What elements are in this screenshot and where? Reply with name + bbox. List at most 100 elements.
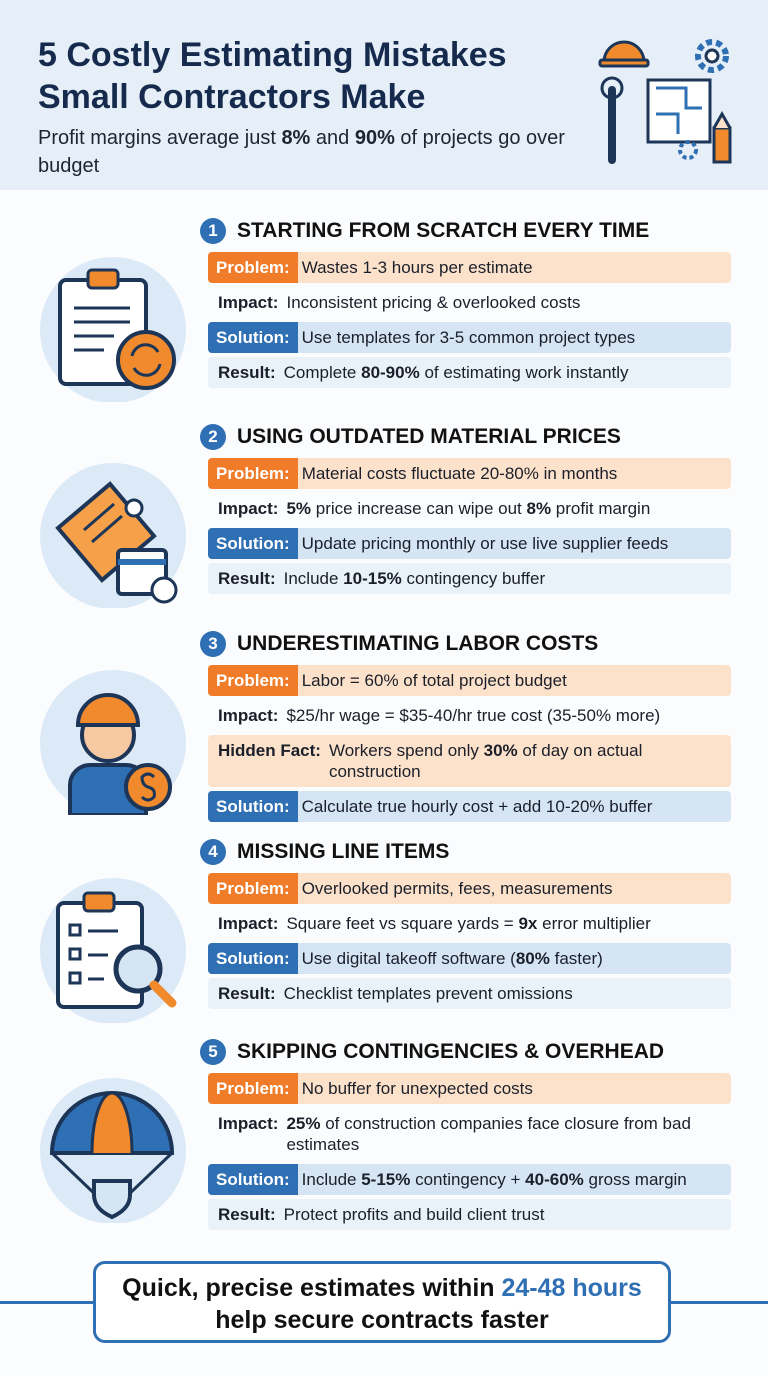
row-text: Complete 80-90% of estimating work insta… [284, 357, 635, 388]
row: Problem: Material costs fluctuate 20-80% … [208, 458, 731, 489]
row-text: Labor = 60% of total project budget [302, 665, 573, 696]
row-text: Include 10-15% contingency buffer [284, 563, 552, 594]
title-line: Small Contractors Make [38, 78, 426, 116]
row: Solution: Use digital takeoff software (8… [208, 943, 731, 974]
row-label: Impact: [218, 1114, 279, 1133]
text-run: Workers spend only [328, 741, 484, 760]
row-label: Result: [218, 569, 276, 588]
text-run: Checklist templates prevent omissions [283, 984, 573, 1003]
row-label: Solution: [208, 322, 298, 353]
row-text: Overlooked permits, fees, measurements [302, 873, 619, 904]
icon-checklist [56, 891, 177, 1009]
row: Result: Include 10-15% contingency buffer [208, 563, 731, 594]
row-label: Impact: [218, 706, 279, 725]
icon-parachute [49, 1091, 175, 1220]
row-text: Use digital takeoff software (80% faster… [302, 943, 609, 974]
footer: Quick, precise estimates within 24-48 ho… [93, 1261, 671, 1343]
text-run: Wastes 1-3 hours per estimate [301, 258, 533, 277]
text-run: Quick, precise estimates within [122, 1274, 502, 1302]
row-text: 5% price increase can wipe out 8% profit… [286, 493, 656, 524]
icon-worker [68, 693, 172, 815]
highlight-run: 24-48 hours [501, 1274, 642, 1302]
text-run: Include [301, 1170, 362, 1189]
rows: Problem: Labor = 60% of total project bud… [208, 665, 731, 822]
section-icon [40, 463, 186, 608]
row: Result: Checklist templates prevent omiss… [208, 978, 731, 1009]
text-run: Protect profits and build client trust [283, 1205, 545, 1224]
text-run: Overlooked permits, fees, measurements [301, 879, 613, 898]
section-heading: SKIPPING CONTINGENCIES & OVERHEAD [237, 1040, 665, 1063]
row-text: Wastes 1-3 hours per estimate [302, 252, 539, 283]
text-run: of construction companies face closure f… [286, 1114, 691, 1154]
section-icon [40, 257, 186, 402]
text-run: Use templates for 3-5 common project typ… [301, 328, 636, 347]
row-label: Result: [218, 363, 276, 382]
bold-run: 5% [286, 499, 312, 518]
step-number: 4 [200, 839, 226, 865]
footer-line-text: Quick, precise estimates within 24-48 ho… [96, 1272, 668, 1304]
header: 5 Costly Estimating Mistakes Small Contra… [0, 0, 768, 190]
text-run: gross margin [583, 1170, 687, 1189]
row: Impact: 5% price increase can wipe out 8%… [208, 493, 731, 524]
row-label: Problem: [208, 873, 298, 904]
row-text: Checklist templates prevent omissions [284, 978, 579, 1009]
row-text: $25/hr wage = $35-40/hr true cost (35-50… [286, 700, 666, 731]
icon-clipboard [58, 268, 176, 390]
rows: Problem: Material costs fluctuate 20-80% … [208, 458, 731, 594]
text-run: Complete [283, 363, 362, 382]
row: Solution: Calculate true hourly cost + ad… [208, 791, 731, 822]
text-run: of day on actual construction [328, 741, 643, 781]
row: Solution: Update pricing monthly or use l… [208, 528, 731, 559]
row-text: Inconsistent pricing & overlooked costs [286, 287, 586, 318]
rows: Problem: No buffer for unexpected costs Im… [208, 1073, 731, 1230]
row: Problem: Wastes 1-3 hours per estimate [208, 252, 731, 283]
text-run: Include [283, 569, 344, 588]
section-heading: MISSING LINE ITEMS [237, 840, 450, 863]
section-heading: STARTING FROM SCRATCH EVERY TIME [237, 219, 650, 242]
text-run: Inconsistent pricing & overlooked costs [286, 293, 581, 312]
bold-run: 5-15% [361, 1170, 411, 1189]
subtitle: Profit margins average just 8% and 90% o… [38, 124, 598, 180]
bold-run: 30% [483, 741, 518, 760]
bold-run: 8% [281, 127, 311, 149]
row-text: Material costs fluctuate 20-80% in month… [302, 458, 624, 489]
row-text: Include 5-15% contingency + 40-60% gross… [302, 1164, 693, 1195]
bold-run: 9x [518, 914, 538, 933]
row: Solution: Include 5-15% contingency + 40-… [208, 1164, 731, 1195]
row: Hidden Fact: Workers spend only 30% of da… [208, 735, 731, 787]
text-run: price increase can wipe out [311, 499, 527, 518]
row-text: Protect profits and build client trust [284, 1199, 551, 1230]
text-run: of estimating work instantly [419, 363, 629, 382]
text-run: error multiplier [537, 914, 651, 933]
row-label: Impact: [218, 499, 279, 518]
row: Impact: $25/hr wage = $35-40/hr true cost… [208, 700, 731, 731]
text-run: contingency + [410, 1170, 526, 1189]
text-run: Material costs fluctuate 20-80% in month… [301, 464, 618, 483]
step-number: 1 [200, 218, 226, 244]
section-icon [40, 1078, 186, 1223]
section-icon [40, 878, 186, 1023]
text-run: No buffer for unexpected costs [301, 1079, 533, 1098]
bold-run: 8% [526, 499, 552, 518]
text-run: Profit margins average just [38, 127, 282, 149]
header-icon [598, 39, 732, 164]
text-run: Labor = 60% of total project budget [301, 671, 567, 690]
text-run: contingency buffer [401, 569, 546, 588]
text-run: $25/hr wage = $35-40/hr true cost (35-50… [286, 706, 661, 725]
row-label: Problem: [208, 252, 298, 283]
icon-price-tag [55, 481, 178, 604]
rows: Problem: Overlooked permits, fees, measur… [208, 873, 731, 1009]
text-run: and [310, 127, 355, 149]
text-run: profit margin [551, 499, 651, 518]
bold-run: 90% [354, 127, 395, 149]
row: Impact: 25% of construction companies fac… [208, 1108, 731, 1160]
row-label: Problem: [208, 665, 298, 696]
row-text: 25% of construction companies face closu… [286, 1108, 731, 1160]
bold-run: 25% [286, 1114, 321, 1133]
row: Solution: Use templates for 3-5 common pr… [208, 322, 731, 353]
row-label: Solution: [208, 528, 298, 559]
text-run: help secure contracts faster [215, 1306, 549, 1334]
text-run: of projects go over budget [38, 127, 565, 177]
title-line: 5 Costly Estimating Mistakes [38, 36, 507, 74]
